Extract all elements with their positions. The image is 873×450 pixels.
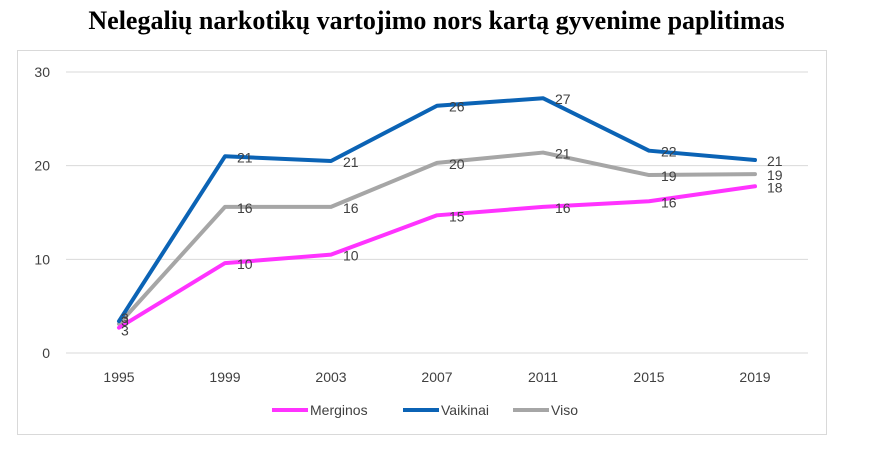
- data-label-vaikinai: 21: [767, 153, 783, 169]
- data-label-viso: 16: [343, 200, 359, 216]
- data-label-viso: 20: [449, 156, 465, 172]
- legend-label-merginos: Merginos: [310, 402, 368, 418]
- x-tick-label: 2007: [421, 369, 452, 385]
- series-line-merginos: [117, 184, 757, 330]
- series-lines: [117, 96, 757, 330]
- data-label-vaikinai: 22: [661, 144, 677, 160]
- series-line-viso: [117, 150, 757, 326]
- gridlines: [66, 71, 808, 354]
- legend-label-viso: Viso: [551, 402, 578, 418]
- data-label-vaikinai: 26: [449, 99, 465, 115]
- data-label-merginos: 16: [661, 194, 677, 210]
- y-tick-label: 30: [34, 64, 50, 80]
- y-tick-label: 10: [34, 251, 50, 267]
- x-tick-label: 2011: [528, 369, 558, 385]
- data-label-viso: 19: [767, 167, 783, 183]
- data-label-viso: 21: [555, 146, 571, 162]
- x-tick-label: 1995: [103, 369, 134, 385]
- x-tick-label: 1999: [209, 369, 240, 385]
- legend-label-vaikinai: Vaikinai: [441, 402, 489, 418]
- data-label-merginos: 10: [237, 256, 253, 272]
- data-label-vaikinai: 21: [343, 154, 359, 170]
- legend: Merginos Vaikinai Viso: [272, 402, 578, 418]
- data-label-merginos: 15: [449, 208, 465, 224]
- chart-frame: [17, 50, 827, 435]
- data-label-vaikinai: 3: [121, 310, 129, 326]
- data-label-vaikinai: 21: [237, 149, 253, 165]
- chart-title: Nelegalių narkotikų vartojimo nors kartą…: [88, 6, 785, 35]
- x-tick-label: 2019: [739, 369, 770, 385]
- y-tick-label: 20: [34, 158, 50, 174]
- data-label-viso: 19: [661, 168, 677, 184]
- data-label-merginos: 3: [121, 323, 129, 339]
- x-tick-label: 2003: [315, 369, 346, 385]
- x-axis-ticks: 1995 1999 2003 2007 2011 2015 2019: [103, 369, 770, 385]
- data-label-merginos: 10: [343, 248, 359, 264]
- series-line-vaikinai: [117, 96, 757, 324]
- data-label-merginos: 18: [767, 179, 783, 195]
- data-label-merginos: 16: [555, 200, 571, 216]
- y-tick-label: 0: [42, 345, 50, 361]
- y-axis-ticks: 0 10 20 30: [34, 64, 50, 361]
- data-label-vaikinai: 27: [555, 91, 571, 107]
- data-label-viso: 3: [121, 313, 129, 329]
- data-label-viso: 16: [237, 200, 253, 216]
- x-tick-label: 2015: [633, 369, 664, 385]
